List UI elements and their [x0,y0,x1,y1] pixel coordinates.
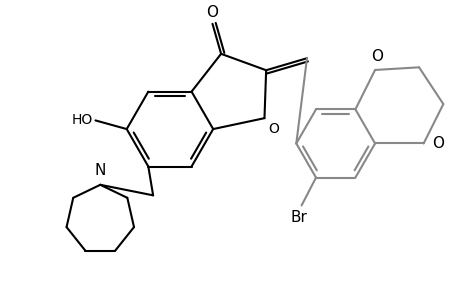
Text: O: O [206,5,218,20]
Text: HO: HO [72,113,93,128]
Text: O: O [371,49,383,64]
Text: O: O [431,136,443,151]
Text: N: N [95,163,106,178]
Text: O: O [268,122,279,136]
Text: Br: Br [290,210,307,225]
